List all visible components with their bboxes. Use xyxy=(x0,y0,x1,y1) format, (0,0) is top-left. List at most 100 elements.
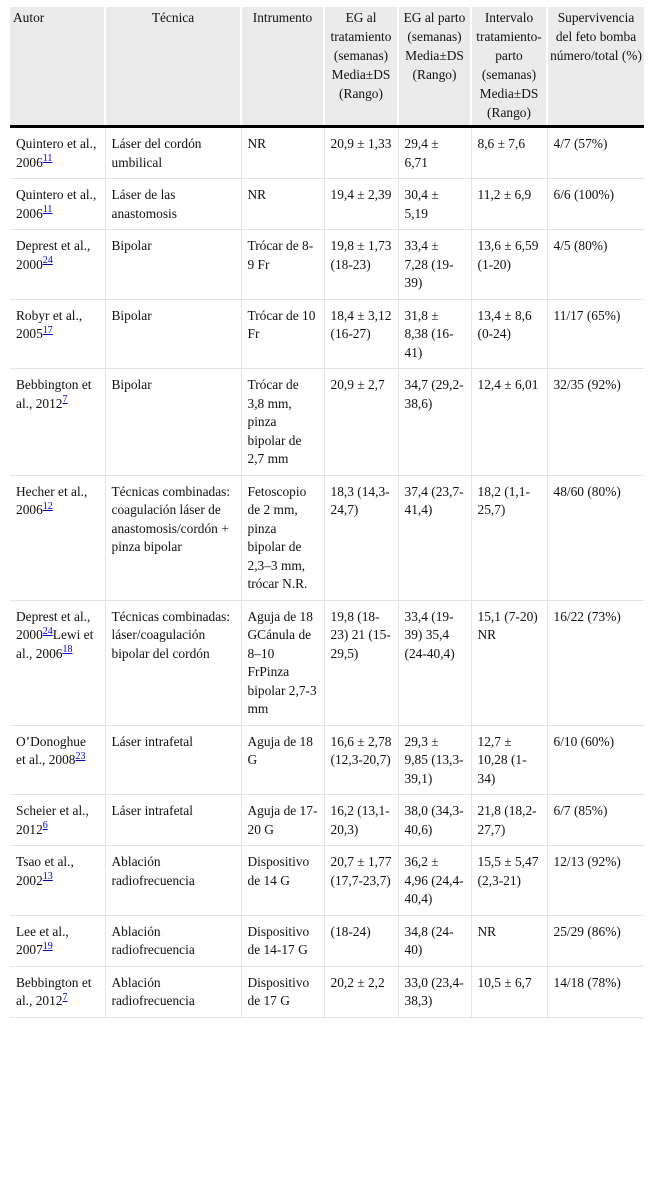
table-row: Bebbington et al., 20127 Ablación radiofr… xyxy=(10,965,644,1018)
header-autor: Autor xyxy=(10,7,105,128)
author-text: Lee et al., 2007 xyxy=(16,923,69,958)
cell-eg-parto: 30,4 ± 5,19 xyxy=(397,178,472,230)
cell-supervivencia: 14/18 (78%) xyxy=(546,965,644,1018)
cell-autor: Deprest et al., 200024 xyxy=(10,229,106,300)
reference-link[interactable]: 7 xyxy=(62,394,68,406)
cell-tecnica: Técnicas combinadas: coagulación láser d… xyxy=(104,474,242,601)
cell-eg-tratamiento: 20,9 ± 1,33 xyxy=(323,126,399,179)
table-row: Quintero et al., 200611 Láser de las anas… xyxy=(10,178,644,230)
reference-link[interactable]: 17 xyxy=(42,324,53,336)
cell-eg-parto: 31,8 ± 8,38 (16-41) xyxy=(397,298,472,369)
table-row: Deprest et al., 200024 Bipolar Trócar de 8… xyxy=(10,229,644,300)
header-supervivencia: Supervivencia del feto bomba número/tota… xyxy=(546,7,644,128)
cell-intervalo: 15,1 (7-20) NR xyxy=(470,599,548,726)
cell-eg-tratamiento: 18,3 (14,3-24,7) xyxy=(323,474,399,601)
cell-eg-tratamiento: 20,7 ± 1,77 (17,7-23,7) xyxy=(323,845,399,916)
author-text: Quintero et al., 2006 xyxy=(16,187,97,221)
cell-eg-parto: 29,4 ± 6,71 xyxy=(397,126,472,179)
reference-link[interactable]: 11 xyxy=(42,204,53,216)
author-text: Quintero et al., 2006 xyxy=(16,136,97,170)
cell-autor: Tsao et al., 200213 xyxy=(10,845,106,916)
author-text: Hecher et al., 2006 xyxy=(16,483,88,518)
cell-intervalo: 13,6 ± 6,59 (1-20) xyxy=(470,229,548,300)
cell-tecnica: Bipolar xyxy=(104,298,242,369)
cell-tecnica: Láser del cordón umbilical xyxy=(104,126,242,179)
cell-supervivencia: 48/60 (80%) xyxy=(546,474,644,601)
header-eg-tratamiento: EG al tratamiento (semanas) Media±DS (Ra… xyxy=(323,7,398,128)
cell-tecnica: Láser intrafetal xyxy=(104,794,242,846)
cell-tecnica: Ablación radiofrecuencia xyxy=(104,914,242,967)
reference-link[interactable]: 24 xyxy=(42,625,53,637)
reference-link[interactable]: 18 xyxy=(62,644,73,656)
cell-eg-tratamiento: 16,6 ± 2,78 (12,3-20,7) xyxy=(323,724,399,795)
header-instrumento: Intrumento xyxy=(240,7,324,128)
cell-tecnica: Técnicas combinadas: láser/coagulación b… xyxy=(104,599,242,726)
reference-link[interactable]: 11 xyxy=(42,153,53,165)
header-tecnica: Técnica xyxy=(104,7,241,128)
cell-autor: Deprest et al., 200024Lewi et al., 20061… xyxy=(10,599,106,726)
reference-link[interactable]: 13 xyxy=(42,871,53,883)
cell-intervalo: 15,5 ± 5,47 (2,3-21) xyxy=(470,845,548,916)
cell-autor: Lee et al., 200719 xyxy=(10,914,106,967)
cell-eg-parto: 33,4 ± 7,28 (19-39) xyxy=(397,229,472,300)
author-text: Bebbington et al., 2012 xyxy=(16,974,92,1009)
author-text: Scheier et al., 2012 xyxy=(16,803,89,837)
cell-intervalo: 12,7 ± 10,28 (1-34) xyxy=(470,724,548,795)
table-row: Robyr et al., 200517 Bipolar Trócar de 10 … xyxy=(10,298,644,369)
cell-eg-tratamiento: 18,4 ± 3,12 (16-27) xyxy=(323,298,399,369)
cell-supervivencia: 25/29 (86%) xyxy=(546,914,644,967)
cell-tecnica: Bipolar xyxy=(104,368,242,476)
table-row: Hecher et al., 200612 Técnicas combinadas… xyxy=(10,474,644,601)
cell-eg-parto: 38,0 (34,3-40,6) xyxy=(397,794,472,846)
cell-supervivencia: 16/22 (73%) xyxy=(546,599,644,726)
cell-eg-parto: 34,8 (24-40) xyxy=(397,914,472,967)
author-text: Robyr et al., 2005 xyxy=(16,307,83,342)
reference-link[interactable]: 7 xyxy=(62,991,68,1003)
cell-tecnica: Ablación radiofrecuencia xyxy=(104,965,242,1018)
cell-intervalo: 12,4 ± 6,01 xyxy=(470,368,548,476)
cell-instrumento: Dispositivo de 17 G xyxy=(240,965,325,1018)
cell-autor: Scheier et al., 20126 xyxy=(10,794,106,846)
cell-instrumento: Aguja de 18 G xyxy=(240,724,325,795)
reference-link[interactable]: 12 xyxy=(42,500,53,512)
cell-eg-parto: 37,4 (23,7-41,4) xyxy=(397,474,472,601)
reference-link[interactable]: 6 xyxy=(42,820,48,832)
cell-eg-tratamiento: 19,4 ± 2,39 xyxy=(323,178,399,230)
cell-supervivencia: 6/7 (85%) xyxy=(546,794,644,846)
cell-instrumento: Trócar de 8-9 Fr xyxy=(240,229,325,300)
cell-tecnica: Ablación radiofrecuencia xyxy=(104,845,242,916)
cell-intervalo: 13,4 ± 8,6 (0-24) xyxy=(470,298,548,369)
cell-eg-parto: 29,3 ± 9,85 (13,3-39,1) xyxy=(397,724,472,795)
author-text: Deprest et al., 2000 xyxy=(16,238,91,272)
reference-link[interactable]: 23 xyxy=(75,750,86,762)
header-row: Autor Técnica Intrumento EG al tratamien… xyxy=(10,7,644,128)
cell-intervalo: 8,6 ± 7,6 xyxy=(470,126,548,179)
author-text: Deprest et al., 2000 xyxy=(16,608,91,643)
cell-eg-tratamiento: 20,2 ± 2,2 xyxy=(323,965,399,1018)
cell-autor: Bebbington et al., 20127 xyxy=(10,965,106,1018)
cell-intervalo: 21,8 (18,2-27,7) xyxy=(470,794,548,846)
cell-autor: Bebbington et al., 20127 xyxy=(10,368,106,476)
cell-eg-tratamiento: 19,8 ± 1,73 (18-23) xyxy=(323,229,399,300)
cell-supervivencia: 4/7 (57%) xyxy=(546,126,644,179)
cell-instrumento: NR xyxy=(240,126,325,179)
cell-autor: Hecher et al., 200612 xyxy=(10,474,106,601)
cell-eg-tratamiento: 16,2 (13,1-20,3) xyxy=(323,794,399,846)
cell-instrumento: Fetoscopio de 2 mm, pinza bipolar de 2,3… xyxy=(240,474,325,601)
reference-link[interactable]: 19 xyxy=(42,940,53,952)
cell-instrumento: Aguja de 18 GCánula de 8–10 FrPinza bipo… xyxy=(240,599,325,726)
reference-link[interactable]: 24 xyxy=(42,255,53,267)
cell-supervivencia: 4/5 (80%) xyxy=(546,229,644,300)
cell-tecnica: Láser de las anastomosis xyxy=(104,178,242,230)
cell-instrumento: NR xyxy=(240,178,325,230)
cell-eg-parto: 33,0 (23,4-38,3) xyxy=(397,965,472,1018)
cell-supervivencia: 6/10 (60%) xyxy=(546,724,644,795)
table-row: Deprest et al., 200024Lewi et al., 20061… xyxy=(10,599,644,726)
cell-autor: Quintero et al., 200611 xyxy=(10,178,106,230)
cell-tecnica: Bipolar xyxy=(104,229,242,300)
cell-eg-parto: 36,2 ± 4,96 (24,4-40,4) xyxy=(397,845,472,916)
cell-eg-tratamiento: 19,8 (18-23) 21 (15-29,5) xyxy=(323,599,399,726)
table-row: Bebbington et al., 20127 Bipolar Trócar de… xyxy=(10,368,644,476)
cell-eg-tratamiento: (18-24) xyxy=(323,914,399,967)
cell-supervivencia: 11/17 (65%) xyxy=(546,298,644,369)
